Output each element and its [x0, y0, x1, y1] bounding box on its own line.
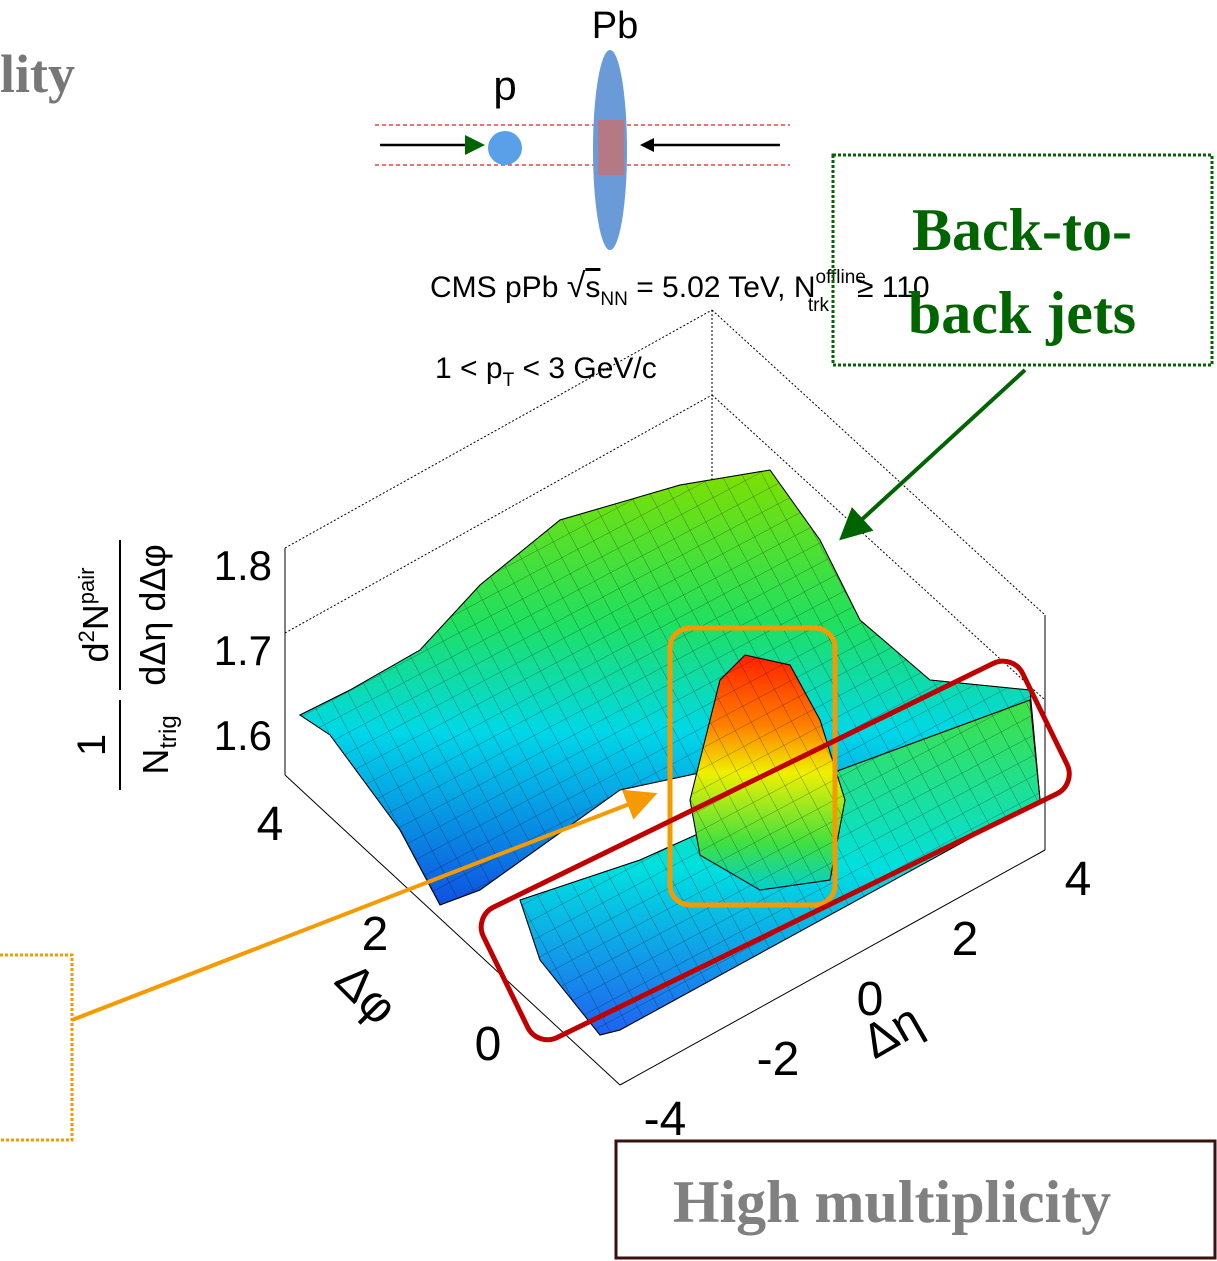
z-tick-label: 1.6 — [214, 712, 272, 759]
collision-diagram: p Pb — [375, 5, 790, 250]
text-part: N — [135, 749, 176, 775]
text-part: 1 < p — [435, 352, 503, 385]
slide-title: lity — [0, 44, 75, 104]
z-axis: 1.8 1.7 1.6 — [214, 542, 272, 759]
text-part: 1 — [70, 734, 114, 756]
back-to-back-label: Back-to- — [912, 197, 1132, 263]
eta-tick-label: 4 — [1065, 853, 1092, 906]
phi-axis-label: Δφ — [325, 953, 407, 1035]
eta-tick-label: -4 — [644, 1093, 687, 1146]
phi-tick-label: 2 — [362, 908, 389, 961]
text-part: N — [75, 604, 116, 630]
text-part: < 3 GeV/c — [523, 352, 657, 385]
text-part: 2 — [74, 630, 99, 642]
phi-tick-label: 4 — [257, 798, 284, 851]
text-part: T — [503, 370, 515, 391]
text-part: CMS pPb — [430, 271, 558, 304]
text-part: trig — [155, 715, 182, 748]
slide: lity p Pb CMS pPb √sNN = 5.02 TeV, Noffl… — [0, 0, 1217, 1261]
text-part: d — [75, 642, 116, 662]
eta-tick-label: 2 — [952, 913, 979, 966]
high-multiplicity-label: High multiplicity — [673, 1169, 1111, 1235]
text-part: √ — [567, 267, 586, 305]
z-tick-label: 1.7 — [214, 627, 272, 674]
jet-arrow — [845, 370, 1025, 535]
z-tick-label: 1.8 — [214, 542, 272, 589]
svg-text:d2Npair: d2Npair — [74, 568, 116, 663]
phi-tick-label: 0 — [475, 1018, 502, 1071]
text-part: s — [585, 271, 600, 304]
text-part: pair — [74, 568, 99, 605]
text-part: = 5.02 TeV, N — [636, 271, 815, 304]
eta-tick-label: -2 — [757, 1033, 800, 1086]
z-axis-label: 1 Ntrig d2Npair dΔη dΔφ — [70, 540, 182, 790]
text-part: NN — [600, 289, 627, 310]
proton-label: p — [493, 62, 516, 109]
text-part: dΔη dΔφ — [132, 544, 173, 686]
text-part: trk — [808, 295, 830, 316]
nucleus-label: Pb — [592, 5, 638, 47]
callout-box — [0, 955, 72, 1140]
pt-cut: 1 < pT < 3 GeV/c — [435, 352, 657, 393]
svg-text:Ntrig: Ntrig — [135, 715, 182, 774]
back-to-back-label: back jets — [908, 280, 1136, 346]
